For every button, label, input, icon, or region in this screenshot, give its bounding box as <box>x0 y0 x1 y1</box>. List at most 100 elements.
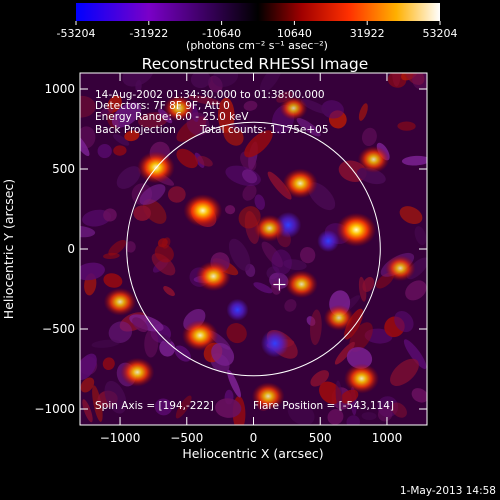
emission-blob <box>163 286 175 297</box>
x-tick-label: −500 <box>170 431 203 445</box>
emission-blob <box>242 184 257 201</box>
annotation-total-counts: Total counts: 1.175e+05 <box>199 124 329 136</box>
emission-blob <box>176 148 198 169</box>
emission-blob <box>225 205 236 215</box>
emission-blob <box>197 155 213 167</box>
emission-blob <box>296 118 321 137</box>
emission-blob <box>271 249 292 275</box>
annotation-detectors: Detectors: 7F 8F 9F, Att 0 <box>95 100 230 112</box>
bright-source <box>282 168 318 199</box>
emission-blob <box>167 186 186 203</box>
emission-blob <box>211 343 235 366</box>
emission-blob <box>242 169 258 184</box>
emission-blob <box>132 317 148 333</box>
emission-blob <box>103 208 117 222</box>
x-tick-label: −1000 <box>100 431 141 445</box>
bright-source <box>120 357 155 387</box>
bright-sources <box>103 95 416 411</box>
emission-blob <box>267 171 292 200</box>
colorbar-tick-label: 31922 <box>350 27 385 40</box>
footer-timestamp: 1-May-2013 14:58 <box>400 485 496 497</box>
emission-blob <box>287 401 315 425</box>
emission-blob <box>122 73 154 87</box>
annotation-energy-range: Energy Range: 6.0 - 25.0 keV <box>95 111 249 123</box>
emission-blob <box>361 412 377 421</box>
emission-blob <box>403 339 427 370</box>
emission-blob <box>92 385 103 422</box>
emission-blob <box>226 323 247 344</box>
emission-blob <box>104 380 127 414</box>
y-axis-label: Heliocentric Y (arcsec) <box>1 179 16 319</box>
colorbar-ticks: -53204 -31922 -10640 10640 31922 53204 <box>57 21 458 40</box>
emission-blob <box>159 334 172 343</box>
emission-blob <box>157 238 168 248</box>
bright-source <box>357 145 390 173</box>
bright-source <box>253 214 286 242</box>
bright-source <box>285 270 318 299</box>
annotation-spin-axis: Spin Axis = [194,-222] <box>95 400 214 412</box>
emission-blob <box>80 353 97 380</box>
emission-blob <box>190 73 211 89</box>
emission-blob <box>99 107 114 116</box>
colorbar: -53204 -31922 -10640 10640 31922 53204 (photo… <box>57 3 458 52</box>
emission-blob <box>154 398 173 416</box>
emission-blob <box>334 341 355 365</box>
emission-blob <box>394 311 414 333</box>
emission-blob <box>244 130 273 158</box>
emission-blob <box>391 402 407 418</box>
bright-source <box>163 95 194 122</box>
emission-blob <box>113 145 127 156</box>
heatmap-image <box>80 73 427 425</box>
emission-blob <box>364 328 393 344</box>
emission-blob <box>103 273 123 288</box>
bright-source <box>344 363 380 394</box>
bright-source <box>103 287 137 316</box>
colorbar-tick-label: -31922 <box>129 27 168 40</box>
emission-blob <box>116 166 141 189</box>
colorbar-tick-label: 53204 <box>423 27 458 40</box>
emission-blob <box>321 100 344 119</box>
emission-blob <box>124 130 140 142</box>
emission-blob <box>261 241 283 268</box>
emission-blob <box>111 102 142 128</box>
emission-blob <box>344 308 364 340</box>
emission-blob <box>228 238 251 271</box>
emission-blob <box>97 143 112 159</box>
emission-blob <box>175 395 192 419</box>
emission-blob <box>346 347 373 369</box>
bright-source <box>181 319 219 351</box>
bright-source <box>336 212 377 247</box>
x-tick-label: 1000 <box>372 431 403 445</box>
emission-blob <box>346 415 360 425</box>
emission-blob <box>137 112 169 129</box>
emission-blob <box>144 328 159 358</box>
bright-source <box>195 261 232 292</box>
emission-blob <box>300 99 329 114</box>
emission-blob <box>362 276 375 292</box>
emission-blob <box>91 339 120 348</box>
emission-blob <box>335 380 343 410</box>
emission-blob <box>154 244 174 263</box>
emission-blob <box>340 389 359 404</box>
colorbar-tick-label: -53204 <box>57 27 96 40</box>
emission-blob <box>310 370 330 387</box>
colorbar-tick-label: -10640 <box>202 27 241 40</box>
emission-blob <box>412 73 427 90</box>
emission-blob <box>253 282 273 294</box>
emission-blob <box>411 388 427 403</box>
bright-source <box>323 304 355 331</box>
x-axis-label: Heliocentric X (arcsec) <box>182 446 323 461</box>
plot-area: −1000 −500 0 500 1000 1000 500 0 −500 −1000 14-Au… <box>34 72 428 445</box>
emission-blob <box>187 95 222 106</box>
emission-blob <box>125 241 136 253</box>
emission-blob <box>108 321 133 344</box>
solar-limb-circle <box>126 121 381 377</box>
emission-blob <box>259 73 282 93</box>
emission-blob <box>361 127 377 147</box>
emission-blob <box>414 226 427 246</box>
emission-blob <box>401 155 427 166</box>
emission-blob <box>80 377 95 393</box>
emission-blob <box>377 406 393 422</box>
colorbar-units-label: (photons cm⁻² s⁻¹ asec⁻²) <box>186 39 328 52</box>
